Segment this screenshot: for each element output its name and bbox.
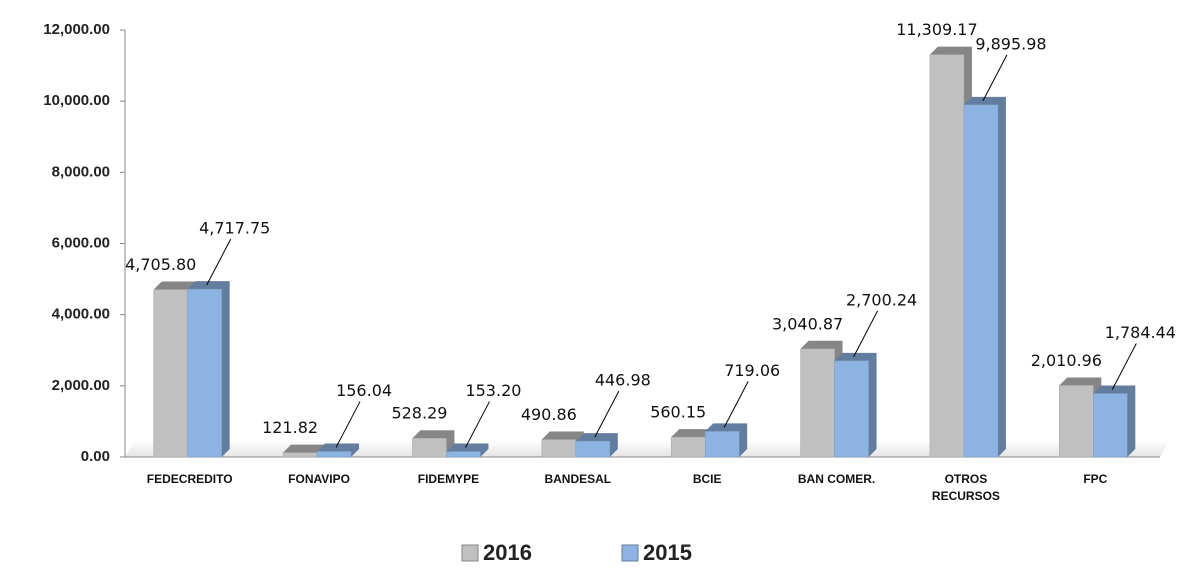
bar-depth (1093, 385, 1136, 457)
y-tick-label: 8,000.00 (52, 163, 110, 180)
x-tick-label: BCIE (692, 472, 722, 486)
value-label: 4,717.75 (199, 219, 270, 238)
legend-swatch (461, 544, 479, 562)
y-tick-label: 4,000.00 (52, 306, 110, 323)
floor (125, 440, 1170, 457)
bar-depth (187, 281, 230, 457)
bar (670, 436, 706, 458)
value-label: 1,784.44 (1105, 323, 1176, 342)
bar-depth (963, 96, 1006, 457)
bar-depth (283, 444, 326, 457)
bar (446, 451, 481, 458)
value-label: 3,040.87 (772, 314, 843, 333)
bar (153, 289, 188, 458)
bar (282, 452, 318, 458)
value-label: 153.20 (465, 381, 521, 400)
leader-line (464, 401, 490, 448)
value-label: 11,309.17 (896, 20, 977, 39)
y-tick-label: 12,000.00 (43, 21, 110, 38)
y-tick-label: 10,000.00 (43, 92, 110, 109)
value-label: 490.86 (521, 405, 577, 424)
y-tick-label: 0.00 (81, 448, 110, 465)
value-label: 528.29 (391, 404, 447, 423)
value-label: 9,895.98 (975, 34, 1046, 53)
leader-line (594, 390, 620, 438)
value-label: 121.82 (262, 418, 318, 437)
bar-depth (705, 423, 748, 457)
legend-label: 2015 (643, 540, 692, 565)
bar (963, 104, 999, 458)
legend-swatch (621, 544, 639, 562)
value-label: 4,705.80 (125, 255, 196, 274)
bar (1059, 385, 1094, 458)
value-label: 2,010.96 (1031, 351, 1102, 370)
bar (834, 360, 869, 458)
x-tick-label: FIDEMYPE (417, 472, 480, 486)
value-label: 446.98 (595, 371, 651, 390)
bar (929, 54, 965, 458)
bar-depth (834, 352, 877, 457)
value-label: 2,700.24 (846, 290, 917, 309)
leader-line (853, 310, 879, 358)
x-tick-label: FPC (1083, 472, 1108, 486)
leader-line (1111, 343, 1137, 390)
value-label: 560.15 (650, 403, 706, 422)
bar (1093, 393, 1128, 458)
bar-depth (541, 431, 584, 457)
bar-depth (446, 443, 489, 457)
bar-depth (575, 433, 618, 457)
y-tick-label: 2,000.00 (52, 377, 110, 394)
bar-depth (671, 429, 714, 457)
bar (800, 348, 835, 458)
bar-depth (317, 443, 360, 457)
value-label: 719.06 (724, 361, 780, 380)
y-tick-label: 6,000.00 (52, 234, 110, 251)
bar-depth (412, 430, 455, 457)
leader-line (335, 401, 361, 448)
leader-line (982, 54, 1008, 102)
bar (412, 437, 447, 458)
bar (541, 439, 577, 458)
x-tick-label: BAN COMER. (797, 472, 876, 486)
leader-line (723, 381, 749, 428)
x-tick-label: BANDESAL (544, 472, 612, 486)
bar (316, 451, 352, 458)
bar (575, 440, 611, 458)
leader-line (206, 238, 232, 286)
x-tick-label: OTROS RECURSOS (931, 472, 1000, 503)
x-tick-label: FONAVIPO (288, 472, 350, 486)
bar (704, 431, 740, 458)
legend-label: 2016 (483, 540, 532, 565)
value-label: 156.04 (336, 381, 392, 400)
x-tick-label: FEDECREDITO (146, 472, 233, 486)
bar (187, 288, 222, 458)
